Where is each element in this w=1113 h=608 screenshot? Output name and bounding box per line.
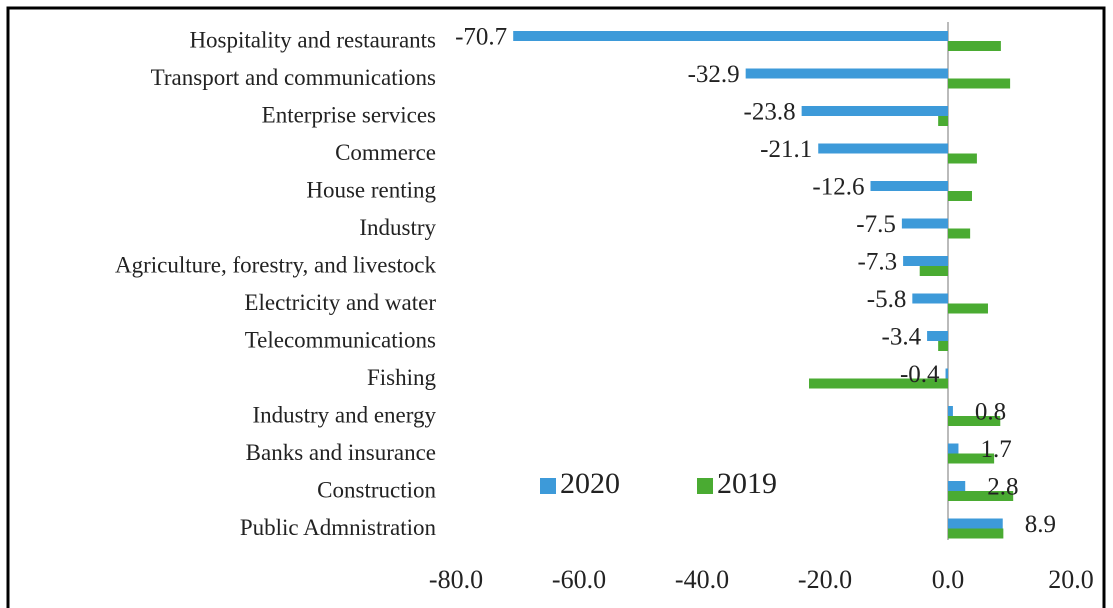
bar bbox=[927, 331, 948, 341]
category-label: Telecommunications bbox=[245, 327, 436, 352]
category-label: Construction bbox=[317, 477, 436, 502]
bar bbox=[903, 256, 948, 266]
bar bbox=[919, 266, 948, 276]
x-tick-label: -20.0 bbox=[798, 565, 852, 594]
category-label: Public Admnistration bbox=[240, 515, 437, 540]
category-label: Industry bbox=[359, 215, 436, 240]
data-label: 1.7 bbox=[980, 436, 1011, 463]
bar bbox=[945, 368, 948, 379]
data-label: -21.1 bbox=[760, 136, 812, 163]
plot-area: -80.0 -60.0 -40.0 -20.0 0.0 20.0 Hospitality a… bbox=[115, 22, 1094, 594]
category-label: Transport and communications bbox=[151, 65, 436, 90]
category-label: Commerce bbox=[335, 140, 436, 165]
bar bbox=[948, 528, 1004, 539]
bar bbox=[912, 293, 948, 304]
bar bbox=[948, 78, 1011, 89]
legend-label: 2020 bbox=[560, 467, 620, 500]
bar bbox=[948, 303, 988, 314]
category-label: Enterprise services bbox=[262, 102, 436, 127]
bar bbox=[948, 191, 972, 201]
data-label: -3.4 bbox=[882, 324, 922, 351]
data-label: -7.5 bbox=[856, 211, 896, 238]
data-label: -70.7 bbox=[455, 24, 507, 51]
bar bbox=[801, 106, 948, 116]
bar bbox=[948, 416, 1001, 426]
bar bbox=[870, 181, 948, 191]
data-label: -23.8 bbox=[744, 99, 796, 126]
bar bbox=[901, 218, 948, 229]
bar bbox=[948, 153, 977, 164]
bar bbox=[818, 143, 948, 154]
bar bbox=[948, 481, 966, 491]
legend-swatch bbox=[697, 478, 713, 494]
x-tick-label: 20.0 bbox=[1048, 565, 1094, 594]
bar bbox=[948, 228, 971, 239]
bar bbox=[938, 116, 948, 126]
data-label: 0.8 bbox=[975, 399, 1006, 426]
category-label: Agriculture, forestry, and livestock bbox=[115, 252, 437, 277]
category-label: Hospitality and restaurants bbox=[189, 27, 436, 52]
bar bbox=[948, 453, 995, 464]
bar bbox=[745, 68, 948, 79]
legend-swatch bbox=[540, 478, 556, 494]
frame bbox=[6, 6, 1106, 608]
bar bbox=[948, 518, 1003, 529]
category-label: Industry and energy bbox=[252, 402, 436, 427]
x-tick-label: -60.0 bbox=[552, 565, 606, 594]
data-label: -7.3 bbox=[858, 249, 898, 276]
data-label: -12.6 bbox=[812, 174, 864, 201]
bar bbox=[948, 491, 1014, 501]
bar bbox=[948, 41, 1001, 51]
bar bbox=[513, 31, 948, 41]
x-tick-label: 0.0 bbox=[932, 565, 965, 594]
data-label: 2.8 bbox=[987, 474, 1018, 501]
data-label: -32.9 bbox=[688, 61, 740, 88]
bar bbox=[938, 341, 948, 351]
category-label: Fishing bbox=[367, 365, 437, 390]
legend-label: 2019 bbox=[717, 467, 777, 500]
category-label: House renting bbox=[306, 177, 436, 202]
x-tick-label: -40.0 bbox=[675, 565, 729, 594]
category-label: Banks and insurance bbox=[246, 440, 436, 465]
bar bbox=[948, 406, 953, 416]
bar bbox=[948, 443, 959, 454]
bar bbox=[809, 378, 948, 389]
data-label: -5.8 bbox=[867, 286, 907, 313]
data-label: -0.4 bbox=[900, 361, 940, 388]
data-label: 8.9 bbox=[1025, 511, 1056, 538]
x-tick-label: -80.0 bbox=[429, 565, 483, 594]
category-label: Electricity and water bbox=[244, 290, 436, 315]
